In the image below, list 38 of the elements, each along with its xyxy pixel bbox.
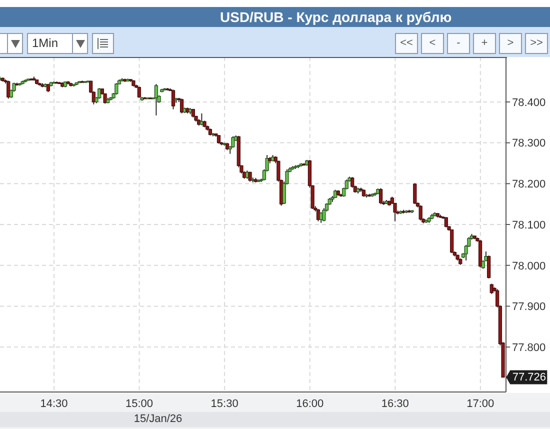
y-tick-label: 77.800 [512, 342, 546, 354]
nav-button: << [395, 33, 418, 54]
candlestick [6, 80, 10, 100]
candlestick [378, 188, 383, 205]
title-bar: USD/RUB - Курс доллара к рублю [0, 7, 550, 27]
nav-button: - [447, 33, 470, 54]
candlestick [350, 176, 354, 188]
nav-button: < [421, 33, 444, 54]
candlestick [450, 228, 454, 254]
y-tick-label: 78.000 [512, 260, 546, 272]
nav-button: >> [525, 33, 548, 54]
candlestick [444, 216, 448, 228]
x-axis-title: 15/Jan/26 [134, 412, 182, 427]
x-tick-label: 14:30 [40, 398, 68, 410]
candlestick [171, 89, 176, 110]
candlestick [180, 98, 184, 114]
candlestick [413, 182, 417, 205]
candlestick [154, 83, 158, 116]
y-tick-label: 78.100 [512, 219, 546, 232]
chart-title: USD/RUB - Курс доллара к рублю [220, 9, 452, 25]
y-tick-label: 78.300 [512, 138, 546, 150]
candlestick [418, 204, 422, 221]
annotation: 77.726 [512, 371, 546, 384]
candlestick [490, 283, 494, 294]
candlestick [322, 208, 326, 222]
candlestick [114, 82, 118, 96]
x-tick-label: 16:00 [296, 398, 324, 410]
candlestick [487, 255, 491, 279]
y-tick-label: 78.200 [512, 178, 546, 191]
x-tick-label: 16:30 [381, 398, 409, 410]
y-tick-label: 77.900 [512, 301, 546, 314]
x-tick-label: 15:30 [210, 398, 238, 410]
nav-button: + [473, 33, 496, 54]
x-tick-label: 15:00 [126, 398, 154, 410]
x-tick-label: 17:00 [466, 398, 494, 410]
y-tick-label: 78.400 [512, 96, 546, 109]
nav-button: > [499, 33, 522, 54]
dropdown-field: 1Min [27, 33, 88, 54]
